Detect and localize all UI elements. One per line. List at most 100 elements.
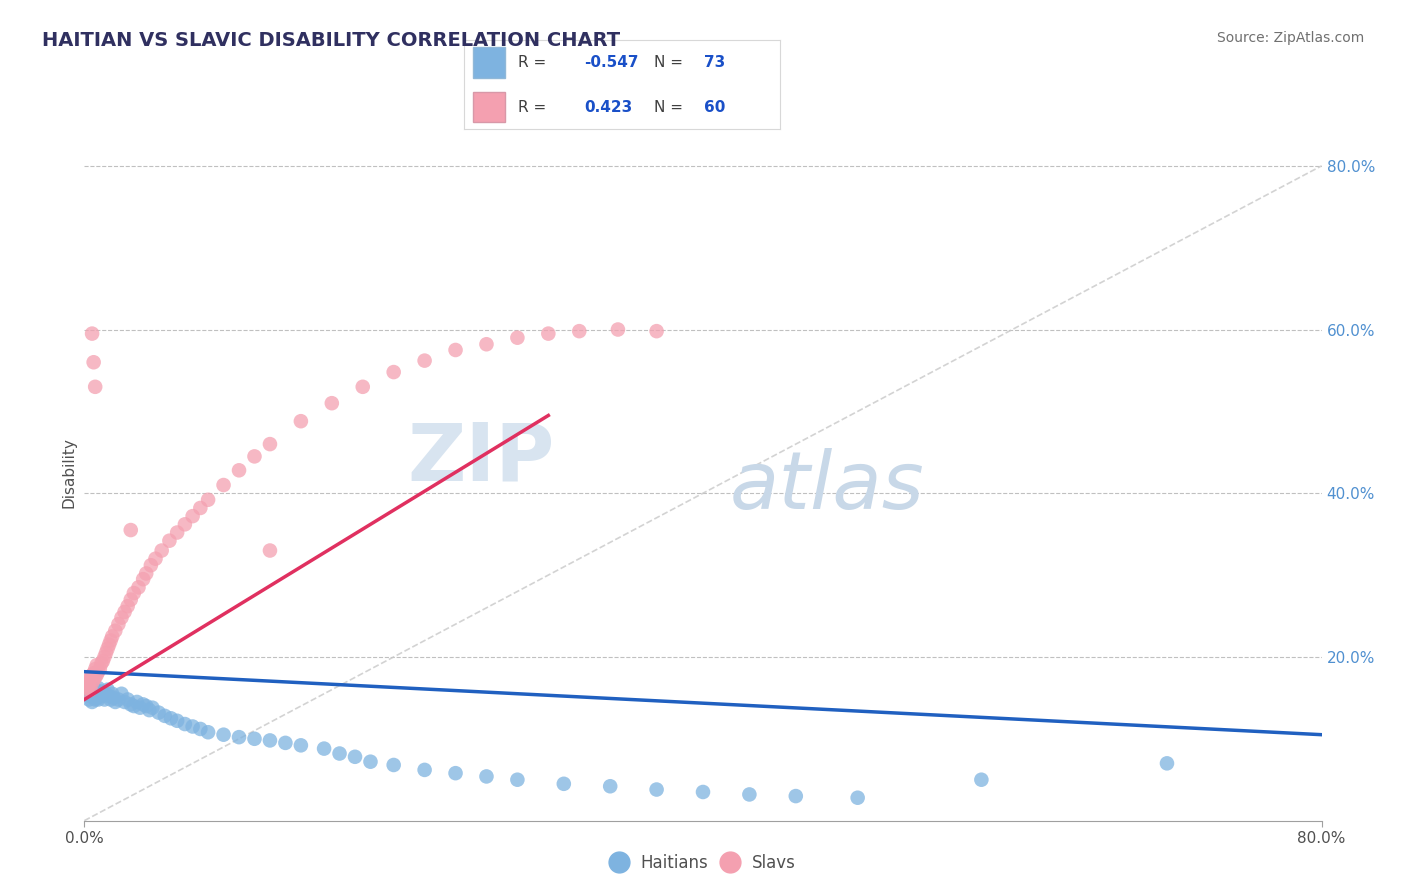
FancyBboxPatch shape: [474, 47, 505, 78]
Point: [90, 690, 112, 704]
Point: [89, 687, 111, 701]
Text: ZIP: ZIP: [408, 420, 554, 498]
Point: [153, 709, 176, 723]
Point: [125, 695, 148, 709]
Point: [101, 630, 124, 644]
Text: 0.423: 0.423: [585, 100, 633, 114]
Point: [98, 638, 121, 652]
Point: [82, 668, 104, 682]
Point: [290, 414, 312, 428]
Point: [188, 722, 212, 736]
Point: [197, 492, 219, 507]
Point: [197, 725, 219, 739]
Point: [290, 739, 312, 753]
Point: [160, 711, 183, 725]
Text: HAITIAN VS SLAVIC DISABILITY CORRELATION CHART: HAITIAN VS SLAVIC DISABILITY CORRELATION…: [42, 31, 620, 50]
Point: [89, 662, 111, 676]
Point: [174, 517, 197, 532]
Point: [138, 703, 160, 717]
Point: [135, 566, 157, 581]
Point: [104, 624, 127, 638]
Point: [77, 679, 100, 693]
Point: [110, 610, 132, 624]
Point: [114, 695, 136, 709]
Point: [645, 324, 668, 338]
Point: [243, 731, 266, 746]
Point: [83, 673, 105, 687]
Point: [83, 687, 105, 701]
Point: [413, 353, 436, 368]
Point: [77, 682, 100, 697]
Point: [537, 326, 560, 341]
Point: [84, 682, 107, 697]
Point: [79, 679, 101, 693]
Point: [76, 681, 98, 695]
Point: [139, 558, 162, 573]
Point: [79, 670, 101, 684]
Point: [360, 755, 382, 769]
Point: [475, 337, 498, 351]
Point: [90, 657, 112, 671]
Legend: Haitians, Slavs: Haitians, Slavs: [603, 847, 803, 879]
Text: -0.547: -0.547: [585, 55, 638, 70]
Point: [132, 698, 155, 712]
Point: [166, 714, 188, 728]
Point: [86, 658, 108, 673]
Point: [103, 690, 125, 705]
Point: [506, 331, 529, 345]
Point: [444, 766, 467, 780]
Point: [86, 687, 108, 701]
Point: [104, 695, 127, 709]
Point: [87, 692, 110, 706]
Point: [100, 633, 122, 648]
Point: [352, 380, 374, 394]
Point: [83, 681, 105, 695]
Point: [101, 687, 124, 701]
Point: [91, 687, 114, 701]
Point: [107, 617, 129, 632]
Point: [82, 676, 104, 690]
Point: [148, 706, 170, 720]
Point: [129, 700, 152, 714]
Point: [84, 670, 107, 684]
Point: [75, 684, 97, 698]
Point: [79, 682, 101, 697]
Point: [692, 785, 714, 799]
Point: [87, 665, 110, 679]
Text: N =: N =: [654, 55, 688, 70]
Point: [120, 698, 142, 712]
FancyBboxPatch shape: [474, 92, 505, 122]
Point: [83, 666, 105, 681]
Point: [970, 772, 993, 787]
Point: [141, 700, 163, 714]
Point: [75, 684, 97, 698]
Point: [382, 365, 405, 379]
Text: 60: 60: [704, 100, 725, 114]
Point: [132, 572, 155, 586]
Point: [475, 769, 498, 783]
Point: [93, 649, 115, 664]
Text: N =: N =: [654, 100, 688, 114]
Point: [738, 788, 761, 802]
Point: [212, 728, 235, 742]
Point: [82, 695, 104, 709]
Text: atlas: atlas: [730, 448, 924, 525]
Point: [228, 730, 250, 744]
Text: 73: 73: [704, 55, 725, 70]
Point: [181, 719, 204, 733]
Point: [568, 324, 591, 338]
Point: [228, 463, 250, 477]
Point: [84, 692, 107, 706]
Point: [150, 543, 173, 558]
Text: R =: R =: [517, 55, 551, 70]
Point: [76, 687, 98, 701]
Point: [259, 437, 281, 451]
Point: [94, 687, 117, 701]
Point: [122, 586, 145, 600]
Point: [243, 450, 266, 464]
Point: [120, 523, 142, 537]
Point: [110, 687, 132, 701]
Point: [444, 343, 467, 357]
Point: [846, 790, 869, 805]
Point: [599, 779, 621, 793]
